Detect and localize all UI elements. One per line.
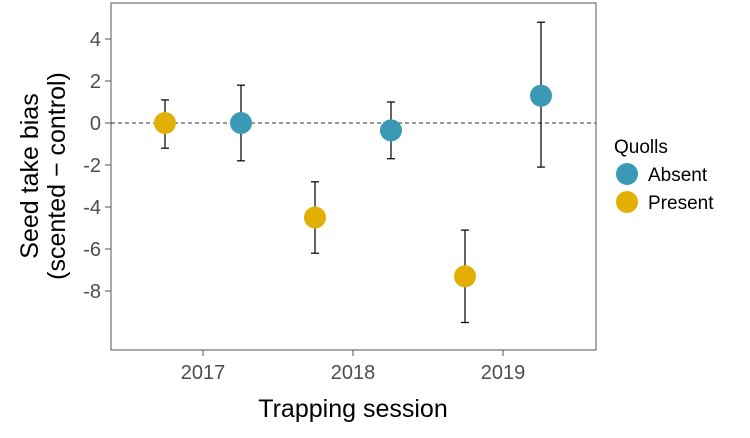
legend-title: Quolls — [614, 137, 668, 158]
x-tick-label: 2019 — [481, 362, 526, 384]
x-axis: 2017 2018 2019 — [181, 350, 526, 384]
data-marks — [154, 21, 552, 324]
legend: Quolls Absent Present — [614, 137, 714, 214]
data-point-present — [304, 206, 326, 229]
y-tick-label: 0 — [90, 113, 101, 135]
data-point-group — [304, 181, 326, 254]
y-tick-label: -8 — [83, 281, 101, 303]
data-point-absent — [530, 84, 552, 107]
y-axis-title-line-2: (scented − control) — [43, 72, 71, 280]
x-axis-title: Trapping session — [258, 395, 447, 423]
data-point-group — [454, 229, 476, 324]
panel-border — [110, 2, 597, 351]
y-axis-title-line-1: Seed take bias — [16, 93, 44, 258]
legend-label: Absent — [648, 165, 708, 186]
x-tick-label: 2018 — [331, 362, 376, 384]
y-tick-label: -4 — [83, 197, 101, 219]
y-tick-label: -6 — [83, 239, 101, 261]
data-point-present — [154, 112, 176, 134]
data-point-absent — [230, 112, 252, 134]
legend-label: Present — [648, 193, 714, 214]
legend-key-absent — [616, 163, 638, 185]
y-tick-label: -2 — [83, 155, 101, 177]
y-axis-title: Seed take bias (scented − control) — [16, 72, 71, 280]
legend-key-present — [616, 191, 638, 213]
data-point-group — [230, 84, 252, 162]
data-point-group — [154, 99, 176, 149]
x-tick-label: 2017 — [181, 362, 226, 384]
y-tick-label: 2 — [90, 71, 101, 93]
data-point-absent — [380, 119, 402, 142]
data-point-group — [380, 101, 402, 160]
data-point-group — [530, 21, 552, 168]
data-point-present — [454, 265, 476, 288]
y-axis: 4 2 0 -2 -4 -6 -8 — [83, 29, 111, 303]
y-tick-label: 4 — [90, 29, 101, 51]
